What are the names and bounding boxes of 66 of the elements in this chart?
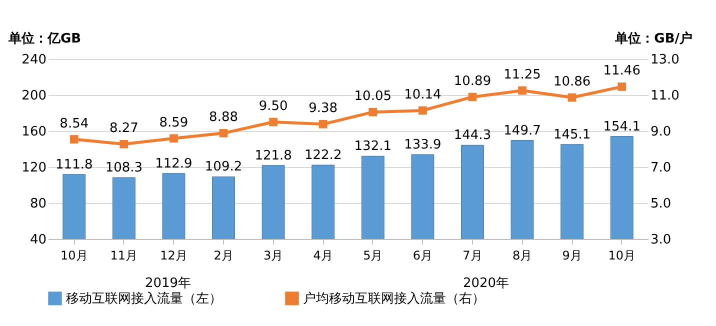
y-axis-title: 单位：亿GB	[8, 30, 82, 46]
data-label: 133.9	[404, 137, 442, 152]
x-tick-label: 12月	[160, 248, 188, 262]
y2-tick-label: 11.0	[650, 88, 680, 104]
y-tick-label: 240	[22, 52, 46, 68]
data-label: 11.25	[504, 68, 541, 82]
data-label: 112.9	[155, 156, 192, 172]
point	[468, 92, 477, 102]
x-tick-label: 10月	[608, 248, 636, 262]
y-tick-label: 120	[22, 160, 46, 176]
point	[269, 118, 278, 126]
x-tick-label: 5月	[363, 248, 383, 262]
data-label: 8.88	[209, 110, 238, 126]
point	[70, 135, 78, 144]
data-label: 10.14	[404, 87, 442, 102]
point	[518, 86, 526, 95]
y2-tick-label: 7.0	[650, 160, 672, 176]
data-label: 11.46	[603, 64, 640, 79]
point	[120, 140, 128, 148]
data-label: 108.3	[105, 160, 143, 176]
y-tick-label: 160	[22, 124, 46, 140]
point	[568, 93, 576, 102]
data-label: 9.50	[258, 99, 288, 114]
text: 2019年	[144, 276, 192, 291]
x-tick-label: 7月	[462, 248, 482, 262]
data-label: 121.8	[254, 148, 292, 164]
data-label: 145.1	[553, 127, 591, 142]
point	[219, 128, 228, 138]
point	[368, 108, 378, 116]
y2-tick-label: 5.0	[650, 196, 672, 212]
data-label: 10.86	[553, 74, 591, 90]
x-tick-label: 3月	[263, 248, 284, 262]
y2-axis-title: 单位：GB/户	[614, 30, 692, 46]
x-tick-label: 9月	[562, 248, 582, 262]
point	[618, 82, 626, 91]
x-tick-label: 8月	[512, 248, 532, 262]
x-tick-label: 6月	[412, 248, 433, 262]
data-label: 9.38	[308, 101, 338, 116]
data-label: 10.89	[454, 74, 492, 89]
legend-label: 户均移动互联网接入流量（右）	[303, 290, 485, 306]
data-label: 154.1	[603, 119, 640, 134]
data-label: 149.7	[504, 123, 541, 138]
point	[318, 120, 328, 128]
data-label: 8.59	[159, 115, 188, 130]
data-label: 8.54	[60, 116, 89, 132]
y-tick-label: 80	[30, 196, 46, 212]
x-tick-label: 11月	[110, 248, 138, 262]
data-label: 10.05	[354, 89, 392, 104]
y2-tick-label: 13.0	[650, 52, 680, 68]
x-tick-label: 2月	[214, 248, 234, 262]
y-tick-label: 40	[30, 232, 46, 248]
point	[170, 134, 178, 143]
y-tick-label: 200	[22, 88, 46, 104]
data-label: 132.1	[354, 139, 392, 154]
legend-label: 移动互联网接入流量（左）	[66, 290, 222, 306]
data-label: 144.3	[454, 128, 492, 144]
x-tick-label: 10月	[60, 248, 88, 262]
x-tick-label: 4月	[313, 248, 333, 262]
text: 2020年	[462, 276, 510, 291]
y2-tick-label: 9.0	[650, 124, 672, 140]
data-label: 111.8	[56, 157, 93, 172]
point	[418, 106, 427, 115]
data-label: 109.2	[204, 160, 242, 175]
data-label: 8.27	[109, 121, 138, 136]
y2-tick-label: 3.0	[650, 232, 672, 248]
data-label: 122.2	[304, 148, 342, 164]
